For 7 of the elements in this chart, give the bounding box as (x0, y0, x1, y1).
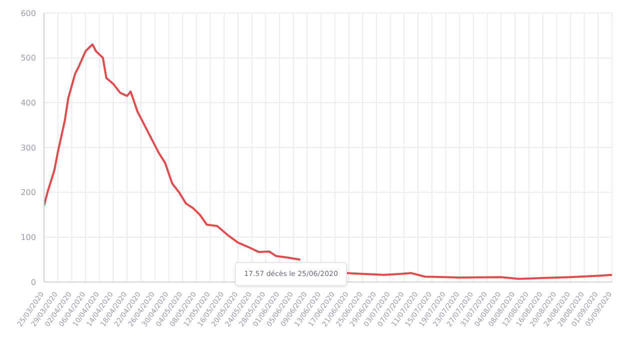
y-tick-label: 200 (20, 188, 36, 198)
y-tick-label: 300 (20, 143, 36, 152)
y-tick-label: 0 (30, 278, 36, 287)
y-tick-label: 400 (20, 98, 36, 108)
y-tick-label: 100 (20, 233, 36, 242)
y-tick-label: 600 (20, 8, 36, 18)
y-tick-label: 500 (20, 54, 36, 63)
